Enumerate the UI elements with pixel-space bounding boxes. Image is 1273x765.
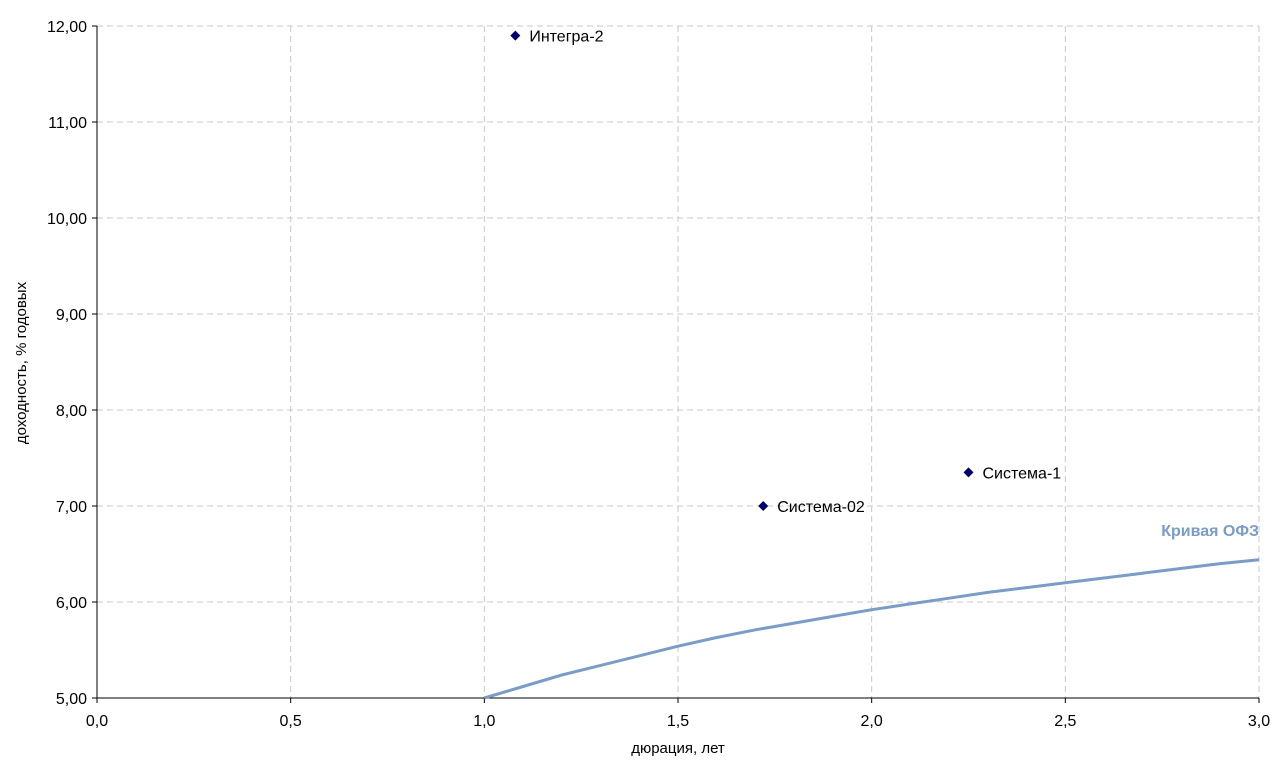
point-series: Интегра-2 Система-02 Система-1 <box>510 29 1061 516</box>
data-point-marker <box>758 501 769 511</box>
data-point-label: Система-1 <box>983 465 1062 482</box>
axes <box>92 25 1260 703</box>
y-tick-label: 6,00 <box>56 595 87 612</box>
data-point-marker <box>510 30 521 41</box>
y-tick-label: 8,00 <box>56 403 87 420</box>
y-tick-label: 5,00 <box>56 691 87 708</box>
x-tick-label: 2,0 <box>861 713 883 730</box>
curve-series: Кривая ОФЗ <box>483 523 1260 700</box>
tick-labels: 0,0 0,5 1,0 1,5 2,0 2,5 3,0 5,00 6,00 7,00 8,00 9,0… <box>47 19 1270 730</box>
y-tick-label: 12,00 <box>47 19 87 36</box>
data-point-marker <box>963 467 974 478</box>
y-tick-label: 9,00 <box>56 307 87 324</box>
data-point-label: Интегра-2 <box>529 29 603 46</box>
y-tick-label: 10,00 <box>47 211 87 228</box>
x-tick-label: 1,0 <box>473 713 495 730</box>
grid <box>97 25 1260 698</box>
x-axis-title: дюрация, лет <box>631 740 725 757</box>
x-tick-label: 1,5 <box>667 713 689 730</box>
x-tick-label: 0,5 <box>280 713 302 730</box>
x-tick-label: 2,5 <box>1054 713 1076 730</box>
y-tick-label: 7,00 <box>56 499 87 516</box>
x-tick-label: 3,0 <box>1248 713 1270 730</box>
y-axis-title: доходность, % годовых <box>13 281 30 444</box>
ofz-curve-line <box>483 558 1260 700</box>
ofz-curve-label: Кривая ОФЗ <box>1161 523 1259 540</box>
y-tick-label: 11,00 <box>48 115 87 132</box>
data-point-label: Система-02 <box>777 499 865 516</box>
x-tick-label: 0,0 <box>86 713 108 730</box>
